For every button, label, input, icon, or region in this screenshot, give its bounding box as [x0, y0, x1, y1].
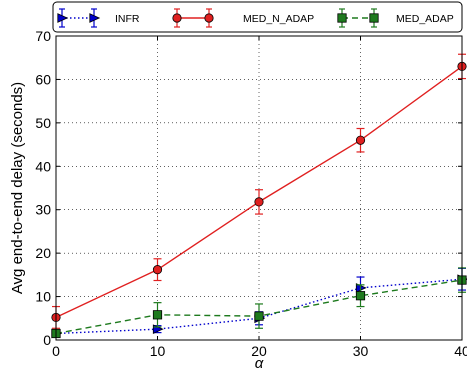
legend: INFR MED_N_ADAP MED_ADAP: [52, 1, 463, 33]
y-tick-label: 50: [35, 115, 51, 131]
x-tick-label: 20: [251, 343, 267, 359]
legend-box: [52, 1, 463, 33]
grid: [55, 35, 463, 341]
legend-marker: [57, 13, 69, 23]
x-tick-label: 40: [454, 343, 467, 359]
legend-marker: [172, 13, 182, 23]
legend-marker: [369, 13, 379, 23]
y-tick-label: 0: [43, 332, 51, 348]
legend-entry-med-n-adap: MED_N_ADAP: [172, 8, 314, 28]
y-tick-label: 40: [35, 158, 51, 174]
data-point-med-adap: [254, 311, 264, 321]
legend-marker: [89, 13, 101, 23]
x-tick-label: 30: [353, 343, 369, 359]
series-layer: [51, 53, 467, 339]
legend-label: MED_ADAP: [396, 13, 454, 25]
legend-label: INFR: [115, 13, 140, 25]
series-med-n-adap: [51, 53, 467, 329]
legend-marker: [337, 13, 347, 23]
y-tick-label: 20: [35, 245, 51, 261]
series-med-adap: [51, 267, 467, 339]
x-tick-label: 10: [150, 343, 166, 359]
y-tick-label: 70: [35, 28, 51, 44]
x-tick-label: 0: [52, 343, 60, 359]
data-point-med-adap: [152, 310, 163, 320]
x-axis-label: α: [255, 355, 264, 372]
y-tick-label: 60: [35, 71, 51, 87]
y-tick-label: 30: [35, 202, 51, 218]
legend-label: MED_N_ADAP: [243, 13, 314, 25]
legend-entry-infr: INFR: [57, 8, 140, 28]
y-axis-label: Avg end-to-end delay (seconds): [9, 82, 26, 294]
data-point-med-adap: [355, 291, 366, 301]
y-tick-label: 10: [35, 289, 51, 305]
data-point-med-n-adap: [254, 197, 264, 207]
data-point-med-n-adap: [152, 265, 163, 275]
data-point-med-n-adap: [355, 135, 366, 145]
tick-layer: 0 10 20 30 40 0 10 20 30 40 50 60 70: [35, 28, 467, 359]
legend-marker: [204, 13, 214, 23]
legend-entry-med-adap: MED_ADAP: [337, 8, 454, 28]
